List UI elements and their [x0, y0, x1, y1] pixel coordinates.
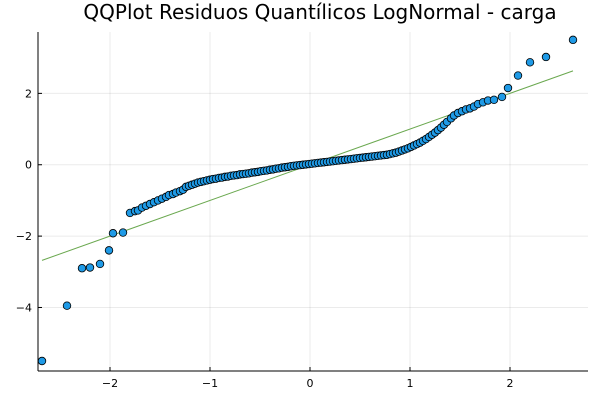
axes	[37, 32, 588, 372]
data-point	[37, 356, 47, 366]
chart-title: QQPlot Residuos Quantílicos LogNormal - …	[83, 0, 556, 24]
data-point	[525, 58, 535, 67]
x-tick-label: −1	[202, 377, 218, 390]
data-point	[85, 263, 95, 272]
data-point	[503, 83, 513, 93]
data-point	[95, 259, 105, 269]
data-point	[513, 71, 523, 80]
data-point	[104, 246, 114, 255]
data-point	[568, 35, 578, 45]
data-point	[541, 52, 551, 62]
tick-labels: −2 −1 0 1 2 −4 −2 0 2	[16, 87, 514, 390]
y-tick-label: −2	[16, 230, 32, 243]
data-point	[489, 95, 499, 104]
y-tick-label: −4	[16, 301, 32, 314]
y-tick-label: 2	[25, 87, 32, 100]
x-tick-label: 1	[407, 377, 414, 390]
data-point	[108, 229, 118, 238]
x-tick-label: −2	[102, 377, 118, 390]
x-tick-label: 0	[307, 377, 314, 390]
data-point	[497, 92, 507, 102]
x-tick-label: 2	[507, 377, 514, 390]
y-tick-label: 0	[25, 159, 32, 172]
data-point	[77, 264, 87, 273]
data-point	[62, 301, 72, 310]
grid-lines	[38, 32, 588, 371]
residual-points-series	[37, 35, 578, 366]
data-point	[118, 228, 128, 237]
